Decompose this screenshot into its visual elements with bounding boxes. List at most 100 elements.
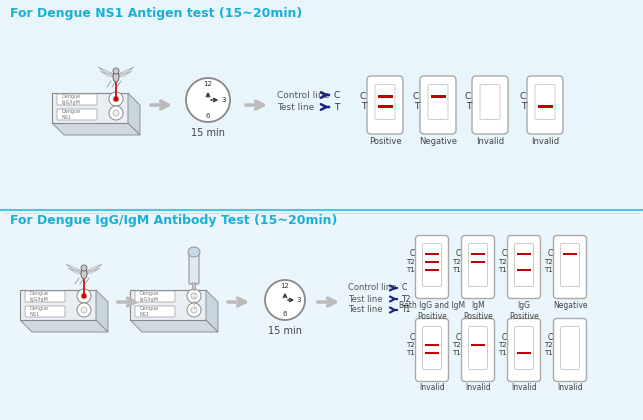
Polygon shape	[84, 268, 100, 274]
Text: Invalid: Invalid	[511, 383, 537, 393]
Bar	[425, 252, 439, 255]
Bar	[431, 95, 446, 98]
Ellipse shape	[81, 269, 87, 279]
Text: Dengue
IgG/IgM: Dengue IgG/IgM	[62, 94, 81, 105]
Text: C: C	[409, 249, 415, 258]
Polygon shape	[192, 283, 196, 290]
Text: T2: T2	[544, 259, 552, 265]
Circle shape	[81, 265, 87, 271]
Text: Control line: Control line	[348, 284, 397, 292]
FancyBboxPatch shape	[57, 109, 97, 120]
Bar	[471, 344, 485, 346]
Text: Invalid: Invalid	[476, 137, 504, 146]
FancyBboxPatch shape	[428, 84, 448, 120]
Circle shape	[187, 289, 201, 303]
Polygon shape	[100, 71, 116, 77]
Circle shape	[113, 68, 119, 74]
FancyBboxPatch shape	[375, 84, 395, 120]
FancyBboxPatch shape	[472, 76, 508, 134]
Text: 15 min: 15 min	[268, 326, 302, 336]
Circle shape	[113, 110, 119, 116]
Ellipse shape	[188, 247, 200, 257]
Bar	[425, 344, 439, 346]
FancyBboxPatch shape	[462, 236, 494, 299]
Text: Positive: Positive	[368, 137, 401, 146]
Text: T2: T2	[406, 342, 415, 348]
Circle shape	[265, 280, 305, 320]
Circle shape	[81, 293, 87, 299]
Text: For Dengue IgG/IgM Antibody Test (15~20min): For Dengue IgG/IgM Antibody Test (15~20m…	[10, 214, 338, 227]
Bar	[425, 260, 439, 263]
Polygon shape	[66, 264, 84, 272]
Bar	[471, 252, 485, 255]
Ellipse shape	[113, 72, 119, 82]
FancyBboxPatch shape	[527, 76, 563, 134]
Circle shape	[81, 307, 87, 313]
Text: T: T	[334, 102, 340, 111]
Circle shape	[191, 293, 197, 299]
Circle shape	[77, 303, 91, 317]
FancyBboxPatch shape	[561, 326, 579, 370]
FancyBboxPatch shape	[507, 318, 541, 381]
Text: T: T	[521, 102, 526, 111]
Circle shape	[187, 303, 201, 317]
Text: C: C	[334, 90, 340, 100]
Text: T2: T2	[406, 259, 415, 265]
Text: C: C	[413, 92, 419, 101]
Circle shape	[82, 294, 87, 299]
FancyBboxPatch shape	[415, 318, 449, 381]
Text: T2: T2	[402, 294, 412, 304]
Text: T2: T2	[498, 259, 507, 265]
Circle shape	[186, 78, 230, 122]
Circle shape	[113, 96, 119, 102]
Text: T1: T1	[452, 267, 460, 273]
Text: Dengue
NS1: Dengue NS1	[62, 109, 81, 120]
Text: T2: T2	[544, 342, 552, 348]
FancyBboxPatch shape	[469, 244, 487, 286]
Text: Both IgG and IgM
Positive: Both IgG and IgM Positive	[399, 300, 465, 320]
Bar	[471, 260, 485, 263]
Text: Invalid: Invalid	[557, 383, 583, 393]
Text: Invalid: Invalid	[419, 383, 445, 393]
Text: C: C	[465, 92, 471, 101]
Polygon shape	[206, 290, 218, 332]
Circle shape	[77, 289, 91, 303]
FancyBboxPatch shape	[135, 306, 175, 317]
Text: 3: 3	[222, 97, 226, 103]
Circle shape	[109, 106, 123, 120]
Text: For Dengue NS1 Antigen test (15~20min): For Dengue NS1 Antigen test (15~20min)	[10, 7, 302, 20]
FancyBboxPatch shape	[462, 318, 494, 381]
Text: T2: T2	[498, 342, 507, 348]
Text: 12: 12	[204, 81, 212, 87]
Polygon shape	[20, 320, 108, 332]
Text: 3: 3	[297, 297, 302, 303]
Text: Dengue
NS1: Dengue NS1	[140, 306, 159, 317]
Text: Negative: Negative	[419, 137, 457, 146]
Text: C: C	[359, 92, 366, 101]
Text: IgM
Positive: IgM Positive	[463, 300, 493, 320]
Text: C: C	[502, 249, 507, 258]
Text: T2: T2	[452, 259, 460, 265]
FancyBboxPatch shape	[514, 326, 534, 370]
Text: C: C	[455, 249, 460, 258]
Bar	[0, 0, 643, 210]
Bar	[517, 352, 531, 354]
Text: IgG
Positive: IgG Positive	[509, 300, 539, 320]
Text: T: T	[413, 102, 419, 111]
Circle shape	[191, 307, 197, 313]
FancyBboxPatch shape	[415, 236, 449, 299]
FancyBboxPatch shape	[25, 291, 65, 302]
FancyBboxPatch shape	[422, 244, 442, 286]
Text: C: C	[502, 333, 507, 341]
Text: Negative: Negative	[553, 300, 587, 310]
Bar	[517, 252, 531, 255]
Bar	[563, 252, 577, 255]
Text: 12: 12	[280, 283, 289, 289]
Polygon shape	[96, 290, 108, 332]
FancyBboxPatch shape	[480, 84, 500, 120]
Bar	[0, 210, 643, 420]
Text: T1: T1	[402, 305, 412, 315]
Circle shape	[109, 92, 123, 106]
Bar	[425, 352, 439, 354]
Polygon shape	[116, 67, 134, 75]
